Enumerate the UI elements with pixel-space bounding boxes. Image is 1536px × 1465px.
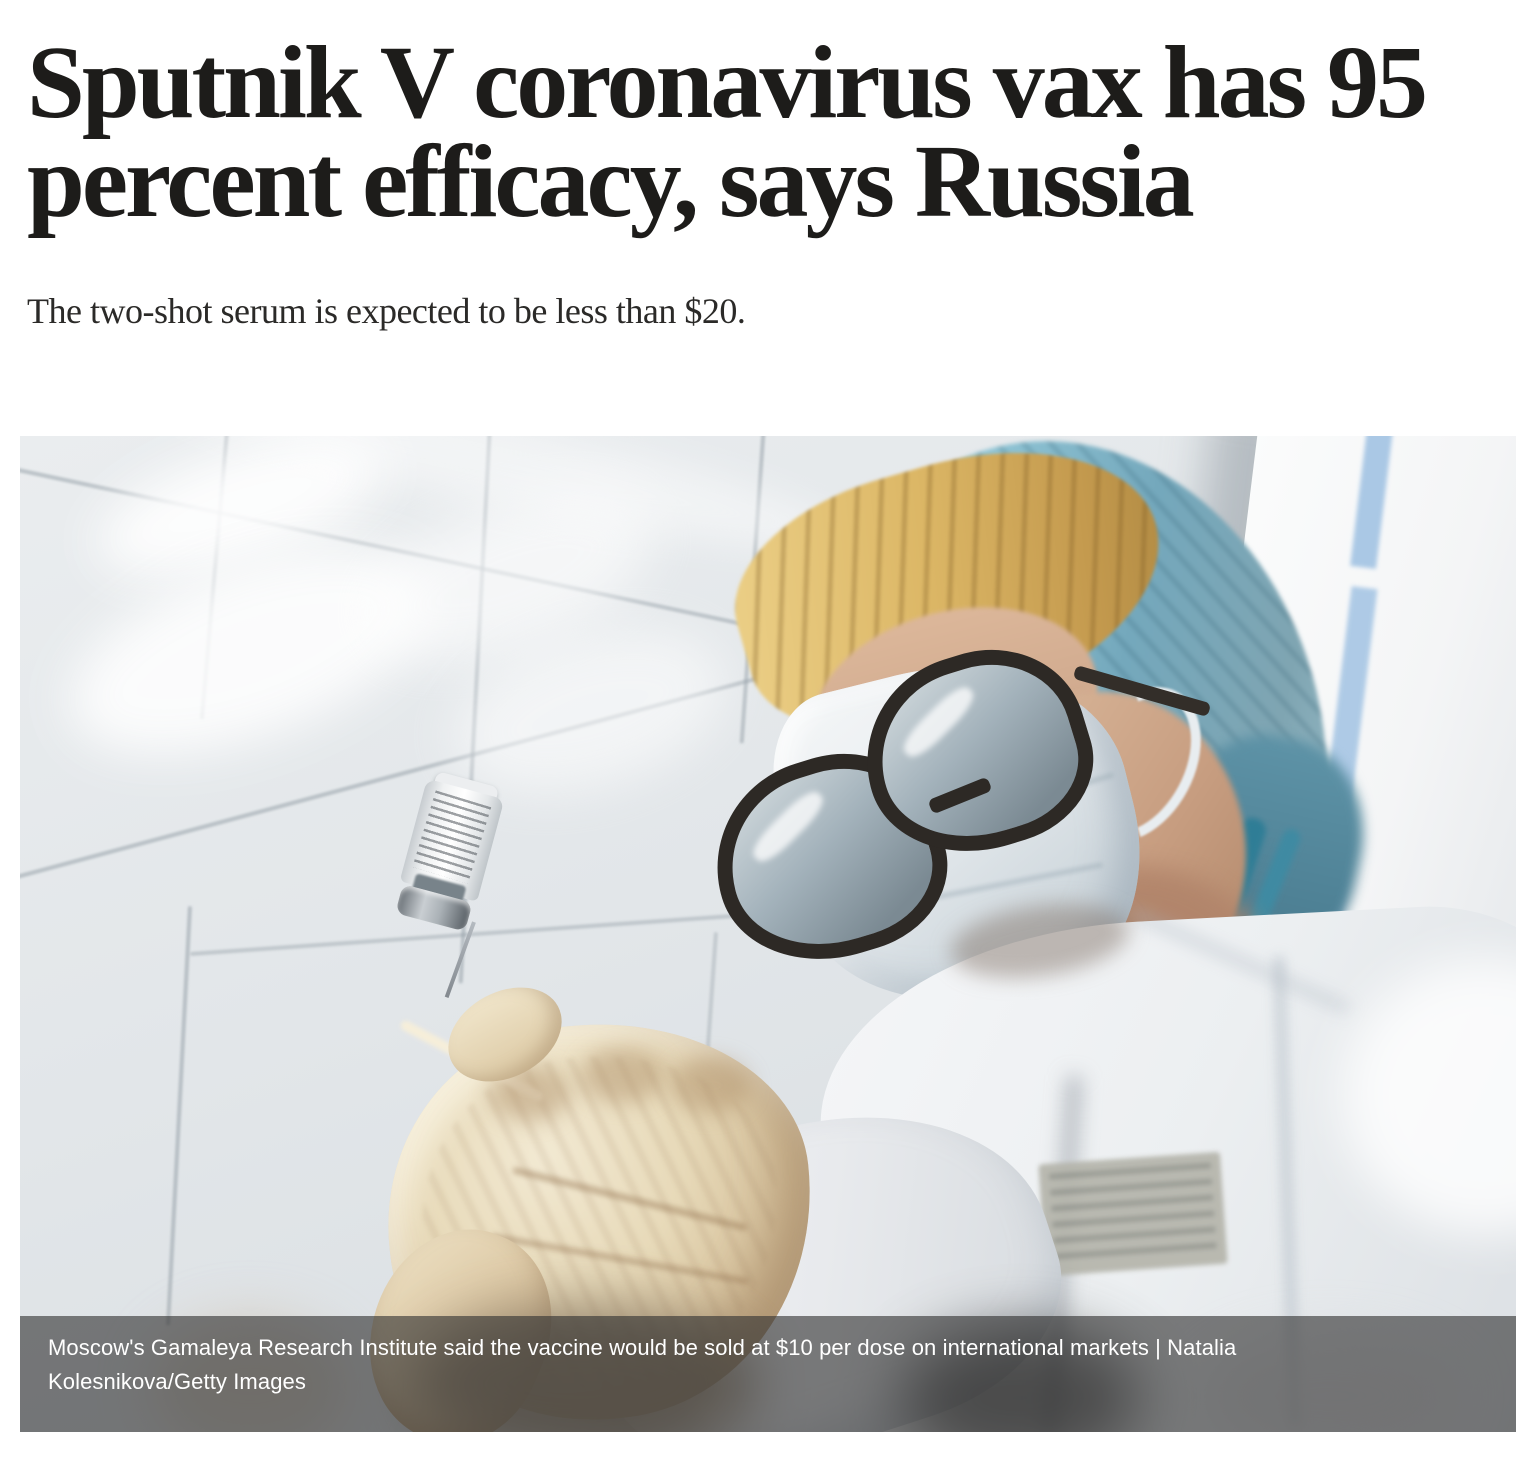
headline-line-1: Sputnik V coronavirus vax has 95: [27, 25, 1428, 140]
lens-glare: [747, 785, 830, 868]
headline-line-2: percent efficacy, says Russia: [27, 123, 1195, 239]
chest-badge: [1038, 1151, 1228, 1276]
photo-caption: Moscow's Gamaleya Research Institute sai…: [20, 1315, 1516, 1432]
photo-caption-text: Moscow's Gamaleya Research Institute sai…: [48, 1334, 1237, 1394]
badge-text-lines: [1048, 1162, 1218, 1266]
lens-glare: [897, 680, 980, 763]
article-header: Sputnik V coronavirus vax has 95 percent…: [0, 0, 1536, 332]
article-photo: Moscow's Gamaleya Research Institute sai…: [20, 435, 1516, 1432]
knuckle-shading: [580, 1047, 665, 1103]
article-page: Sputnik V coronavirus vax has 95 percent…: [0, 0, 1536, 1432]
article-dek: The two-shot serum is expected to be les…: [27, 290, 746, 331]
article-headline: Sputnik V coronavirus vax has 95 percent…: [27, 25, 1516, 239]
knuckle-shading: [670, 1057, 750, 1113]
panel-blue-stripe: [1350, 435, 1400, 569]
